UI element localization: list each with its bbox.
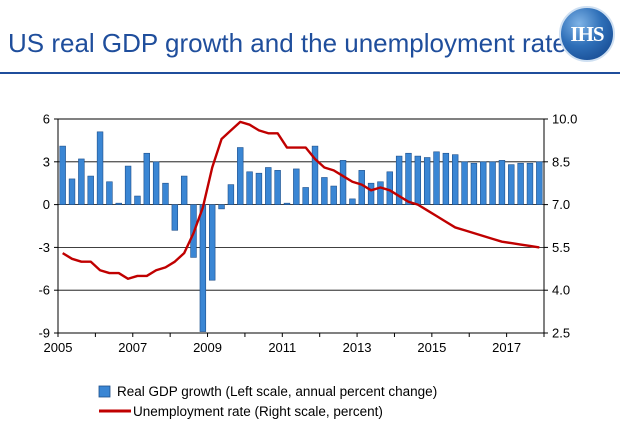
gdp-bar	[227, 184, 235, 205]
gdp-bar	[386, 171, 393, 205]
gdp-bar	[171, 204, 179, 231]
gdp-bar	[452, 154, 459, 205]
gdp-bar	[405, 152, 412, 205]
gdp-bar	[508, 164, 515, 205]
gdp-bar	[59, 145, 66, 205]
y-left-tick-label: -3	[38, 240, 50, 255]
gdp-bar	[442, 152, 450, 205]
x-tick-label: 2007	[118, 340, 147, 355]
y-left-tick-label: -9	[38, 326, 50, 341]
gdp-bar	[517, 162, 524, 205]
legend-label-gdp: Real GDP growth (Left scale, annual perc…	[117, 384, 437, 399]
y-right-tick-label: 4.0	[552, 283, 570, 298]
gdp-bar	[377, 181, 384, 205]
page-title: US real GDP growth and the unemployment …	[8, 28, 567, 58]
legend-swatch-gdp	[98, 385, 111, 398]
gdp-bar	[246, 171, 253, 205]
gdp-bar	[283, 202, 291, 205]
gdp-bar	[414, 155, 422, 205]
gdp-bar	[78, 158, 85, 205]
x-tick-label: 2005	[44, 340, 73, 355]
y-right-tick-label: 5.5	[552, 240, 570, 255]
unemployment-line	[62, 120, 540, 280]
gdp-bar	[433, 151, 440, 205]
gdp-bar	[162, 182, 169, 205]
gdp-bar	[255, 172, 263, 205]
gdp-bar	[321, 177, 328, 205]
x-tick-label: 2013	[343, 340, 372, 355]
title-divider	[0, 72, 620, 74]
gdp-bar	[302, 187, 309, 205]
gdp-bar	[265, 167, 272, 205]
gdp-bar	[526, 162, 534, 205]
ihs-logo: IHS	[559, 6, 615, 62]
gdp-bar	[180, 175, 188, 205]
gdp-bar	[237, 147, 244, 205]
gdp-bar	[152, 161, 160, 205]
x-tick-label: 2015	[417, 340, 446, 355]
y-right-tick-label: 8.5	[552, 154, 570, 169]
y-right-tick-label: 10.0	[552, 112, 577, 127]
gdp-bar	[367, 182, 375, 205]
gdp-bar	[143, 152, 150, 205]
gdp-bar	[209, 204, 216, 281]
y-left-tick-label: 0	[43, 197, 50, 212]
gdp-bar	[536, 161, 543, 205]
legend-label-unemployment: Unemployment rate (Right scale, percent)	[133, 404, 383, 419]
gdp-bar	[395, 155, 403, 205]
gdp-bar	[106, 181, 113, 205]
x-tick-label: 2011	[268, 340, 296, 355]
gdp-bar	[423, 157, 431, 205]
gdp-bar	[339, 160, 347, 205]
gdp-bar	[349, 198, 356, 205]
gdp-bar	[461, 161, 468, 205]
y-right-tick-label: 2.5	[552, 326, 570, 341]
gdp-bar	[480, 161, 487, 205]
gdp-bar	[470, 162, 478, 205]
x-tick-label: 2017	[492, 340, 521, 355]
gdp-bar	[218, 204, 225, 210]
unemployment-line-group	[62, 120, 540, 280]
gdp-bar	[311, 145, 319, 205]
gdp-bar	[87, 175, 94, 205]
gdp-bar	[274, 170, 281, 205]
y-left-tick-label: -6	[38, 283, 50, 298]
x-tick-label: 2009	[193, 340, 222, 355]
gdp-bar	[489, 161, 496, 205]
y-left-tick-label: 3	[43, 154, 50, 169]
gdp-bar	[498, 160, 506, 205]
gdp-bar	[293, 168, 300, 205]
gdp-bar	[124, 165, 132, 205]
plot-frame	[57, 118, 545, 334]
y-left-tick-label: 6	[43, 112, 50, 127]
gdp-bar	[134, 195, 141, 205]
gdp-bar	[115, 202, 122, 205]
y-right-tick-label: 7.0	[552, 197, 570, 212]
gdp-bar	[358, 170, 365, 205]
gdp-bar	[199, 204, 207, 332]
gdp-bar	[96, 131, 104, 205]
axes: 6 3 0 -3 -6 -9 10.0 8.5 7.0 5.5 4.0 2.5 2005 2007 2009…	[38, 112, 577, 356]
legend: Real GDP growth (Left scale, annual perc…	[98, 384, 437, 419]
gdp-bar	[68, 178, 76, 205]
gdp-bar	[330, 185, 337, 205]
